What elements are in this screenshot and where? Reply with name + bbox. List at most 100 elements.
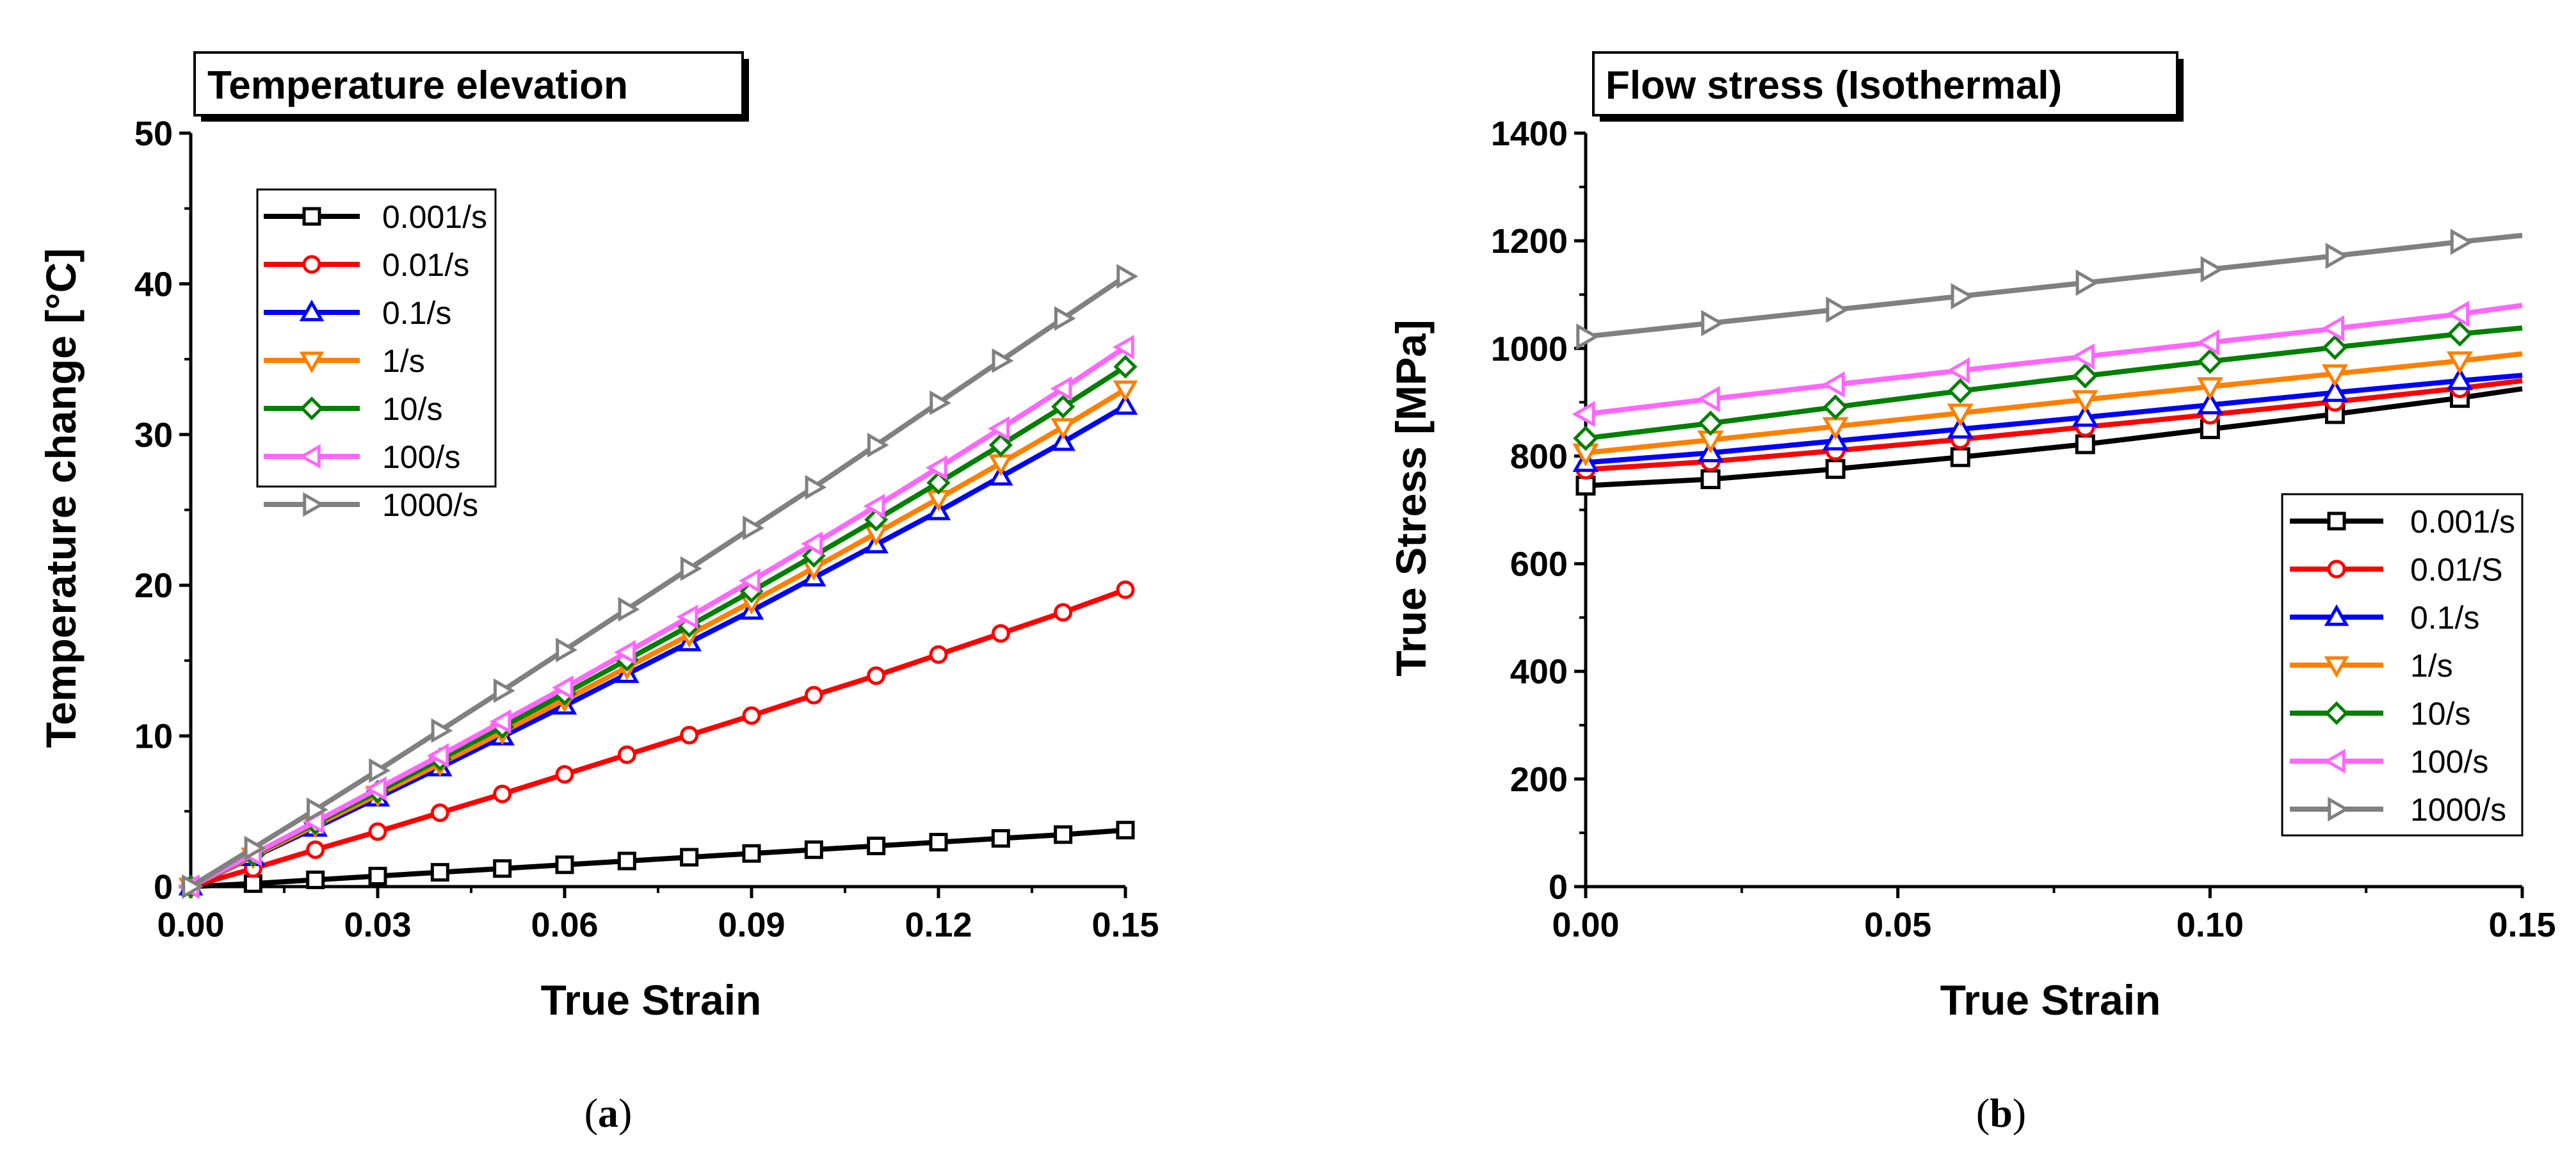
panel-b-data-point <box>2325 243 2349 270</box>
panel-b-legend-label: 0.01/S <box>2410 552 2503 588</box>
panel-a-data-point <box>306 870 325 889</box>
panel-a-data-point <box>680 725 699 745</box>
panel-a-data-point <box>1116 821 1135 840</box>
panel-a-data-point <box>801 531 823 556</box>
panel-a-series-1000/s <box>182 264 1139 899</box>
panel-a-title-frame <box>193 51 744 117</box>
panel-b-data-point <box>2071 343 2095 370</box>
panel-a-data-point <box>929 645 948 664</box>
panel-b-y-tick-label: 1400 <box>1491 115 1568 153</box>
panel-a-data-point <box>805 474 827 500</box>
panel-a-data-point <box>306 840 325 859</box>
panel-b-y-axis-title: True Stress [MPa] <box>1387 319 1435 677</box>
panel-b-series-line <box>1585 351 2523 456</box>
panel-a-data-point <box>742 844 761 863</box>
panel-a-data-point <box>863 494 885 519</box>
panel-a-series-0.001/s <box>181 821 1135 896</box>
panel-b-legend-label: 1/s <box>2410 648 2453 684</box>
panel-b-title-frame <box>1592 51 2178 117</box>
panel-a-data-point <box>489 709 511 734</box>
panel-b-x-tick-label: 0.15 <box>2488 906 2556 944</box>
panel-a-data-point <box>430 863 449 882</box>
panel-a-plot-area: 0 10 20 30 40 50 0.00 0.03 0.06 0.09 0.12 0.15 0.001… <box>134 115 1159 944</box>
panel-b-data-point <box>2196 377 2223 401</box>
panel-label-open-paren: ( <box>584 1090 598 1136</box>
panel-a-legend-label: 10/s <box>382 391 443 427</box>
panel-a-data-point <box>991 829 1010 848</box>
panel-b-legend-marker <box>2328 796 2350 822</box>
panel-b-series-100/s <box>1572 300 2523 428</box>
panel-a-legend-label: 1/s <box>382 343 425 379</box>
panel-b-data-point <box>2446 351 2474 374</box>
panel-b-series-10/s <box>1573 321 2523 451</box>
panel-b-series-line <box>1585 378 2523 472</box>
panel-a-data-point <box>368 867 387 886</box>
panel-b-data-point <box>1947 378 1973 404</box>
panel-a-series-line <box>189 344 1127 889</box>
panel-a-legend-marker <box>299 351 325 374</box>
panel-b-y-tick-label: 0 <box>1549 868 1568 906</box>
panel-b-legend-marker <box>2324 701 2349 725</box>
panel-b-legend-marker <box>2323 748 2346 774</box>
panel-a-legend-label: 100/s <box>382 439 460 475</box>
panel-a-x-tick-label: 0.15 <box>1091 906 1159 944</box>
panel-b-data-point <box>1947 415 1974 439</box>
panel-b-data-point <box>1825 459 1846 479</box>
panel-a-data-point <box>493 859 512 878</box>
panel-b-data-point <box>1946 357 1970 384</box>
panel-a-x-tick-label: 0.06 <box>531 906 598 944</box>
panel-a-data-point <box>244 835 266 861</box>
panel-a-series-line <box>190 827 1126 889</box>
panel-b-data-point <box>2075 434 2095 455</box>
panel-b-y-tick-label: 1200 <box>1491 222 1568 261</box>
panel-a-x-axis-title: True Strain <box>541 976 762 1024</box>
panel-a-data-point <box>555 855 574 874</box>
panel-label-letter: b <box>1990 1090 2013 1136</box>
panel-label-open-paren: ( <box>1976 1090 1990 1136</box>
panel-a-data-point <box>867 666 886 685</box>
panel-a-data-point <box>1054 603 1073 622</box>
panel-a-data-point <box>430 803 449 823</box>
panel-a-data-point <box>551 675 574 700</box>
panel-a-legend-item: 1/s <box>264 343 425 379</box>
panel-a-data-point <box>427 743 449 768</box>
panel-a-data-point <box>306 797 328 823</box>
panel-a-legend-item: 0.01/s <box>264 247 469 283</box>
panel-b-legend-item: 0.01/S <box>2290 552 2503 588</box>
panel-a-legend-marker <box>300 396 324 421</box>
panel-b-data-point <box>1698 410 1723 436</box>
panel-a-x-tick-label: 0.00 <box>157 906 224 944</box>
panel-b-legend: 0.001/s 0.01/S 0.1/s 1/s 10/s 100/s 1000/s <box>2281 493 2524 837</box>
panel-a-data-point <box>614 640 636 665</box>
panel-a-data-point <box>182 874 204 899</box>
panel-a-legend-marker <box>302 207 321 226</box>
panel-b-data-point <box>1823 394 1848 420</box>
panel-b-data-point <box>2200 256 2224 283</box>
panel-b-series-1000/s <box>1576 229 2523 350</box>
panel-a-legend-label: 0.01/s <box>382 247 469 283</box>
panel-a-data-point <box>1054 825 1073 844</box>
panel-a-data-point <box>680 556 702 581</box>
panel-b-legend-label: 100/s <box>2410 744 2488 780</box>
panel-a-label: (a) <box>584 1090 632 1136</box>
panel-a-temperature-elevation: 0 10 20 30 40 50 0.00 0.03 0.06 0.09 0.12 0.15 0.001… <box>37 51 1159 1136</box>
panel-b-x-tick-label: 0.10 <box>2177 906 2244 944</box>
panel-a-legend-label: 0.001/s <box>382 199 487 235</box>
panel-a-legend-marker <box>299 299 325 321</box>
panel-a-series-line <box>189 274 1127 889</box>
panel-a-data-point <box>1050 376 1072 401</box>
panel-b-y-tick-label: 800 <box>1510 437 1568 476</box>
panel-b-legend-marker <box>2324 656 2349 679</box>
panel-b-data-point <box>1700 469 1721 490</box>
panel-b-data-point <box>2197 348 2223 374</box>
panel-a-legend-item: 1000/s <box>264 487 478 523</box>
panel-b-x-tick-label: 0.00 <box>1552 906 1619 944</box>
panel-b-data-point <box>2447 321 2473 347</box>
panel-b-data-point <box>2196 329 2220 356</box>
panel-a-data-point <box>1116 264 1139 289</box>
panel-b-y-tick-label: 200 <box>1510 761 1568 799</box>
panel-a-series-0.01/s <box>181 580 1135 896</box>
panel-a-data-point <box>676 604 698 629</box>
panel-b-data-point <box>2321 315 2345 342</box>
